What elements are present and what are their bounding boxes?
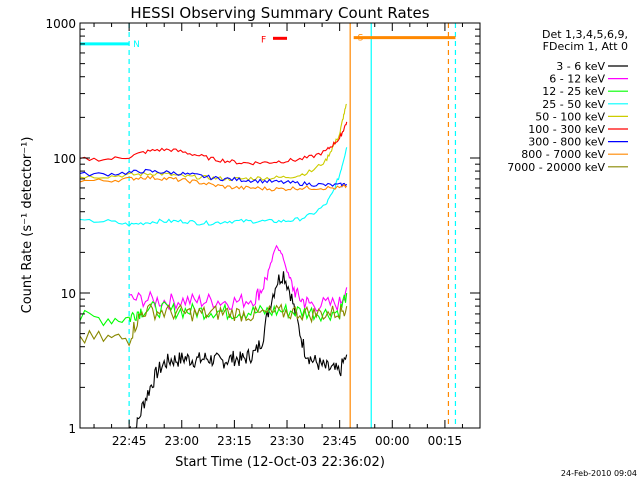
plot-frame [79, 22, 481, 429]
legend-label-3: 25 - 50 keV [542, 98, 605, 111]
legend-label-7: 800 - 7000 keV [521, 148, 605, 161]
legend-label-0: 3 - 6 keV [556, 60, 605, 73]
x-tick-label-1: 23:00 [164, 434, 199, 448]
legend-header-0: Det 1,3,4,5,6,9, [542, 28, 628, 41]
y-axis-label: Count Rate (s⁻¹ detector⁻¹) [20, 137, 35, 314]
series-line-3 [80, 147, 348, 227]
legend-header-1: FDecim 1, Att 0 [543, 40, 628, 53]
annotation-label-0: N [133, 40, 140, 50]
series-line-4 [80, 103, 347, 182]
plot-area [80, 23, 457, 428]
x-tick-label-0: 22:45 [112, 434, 147, 448]
x-tick-label-3: 23:30 [270, 434, 305, 448]
legend: Det 1,3,4,5,6,9,FDecim 1, Att 0 3 - 6 keV… [507, 28, 628, 174]
series-line-6 [80, 168, 348, 188]
x-tick-label-5: 00:00 [375, 434, 410, 448]
annotation-label-1: F [261, 35, 266, 45]
y-tick-label-2: 100 [53, 152, 76, 166]
y-tick-label-3: 1000 [45, 17, 76, 31]
x-tick-label-4: 23:45 [322, 434, 357, 448]
chart-title: HESSI Observing Summary Count Rates [130, 4, 429, 22]
footer-date: 24-Feb-2010 09:04 [561, 469, 637, 478]
annotation-label-2: S [358, 34, 364, 44]
x-tick-label-6: 00:15 [428, 434, 463, 448]
y-tick-label-1: 10 [61, 287, 76, 301]
legend-label-2: 12 - 25 keV [542, 85, 605, 98]
x-axis-label: Start Time (12-Oct-03 22:36:02) [175, 455, 385, 470]
series-line-5 [80, 121, 348, 166]
series-line-0 [128, 271, 348, 428]
series-line-1 [128, 244, 348, 313]
legend-label-6: 300 - 800 keV [528, 136, 605, 149]
legend-label-5: 100 - 300 keV [528, 123, 605, 136]
y-tick-label-0: 1 [68, 422, 76, 436]
series-line-7 [80, 175, 348, 192]
x-tick-label-2: 23:15 [217, 434, 252, 448]
series-line-2 [80, 292, 348, 327]
legend-label-8: 7000 - 20000 keV [507, 161, 605, 174]
legend-label-1: 6 - 12 keV [549, 73, 605, 86]
series-line-8 [80, 303, 348, 347]
axes: N F S 22:45 23:00 23:15 23:30 23:45 00:00 00:15 1 1… [45, 17, 480, 448]
legend-label-4: 50 - 100 keV [535, 110, 605, 123]
